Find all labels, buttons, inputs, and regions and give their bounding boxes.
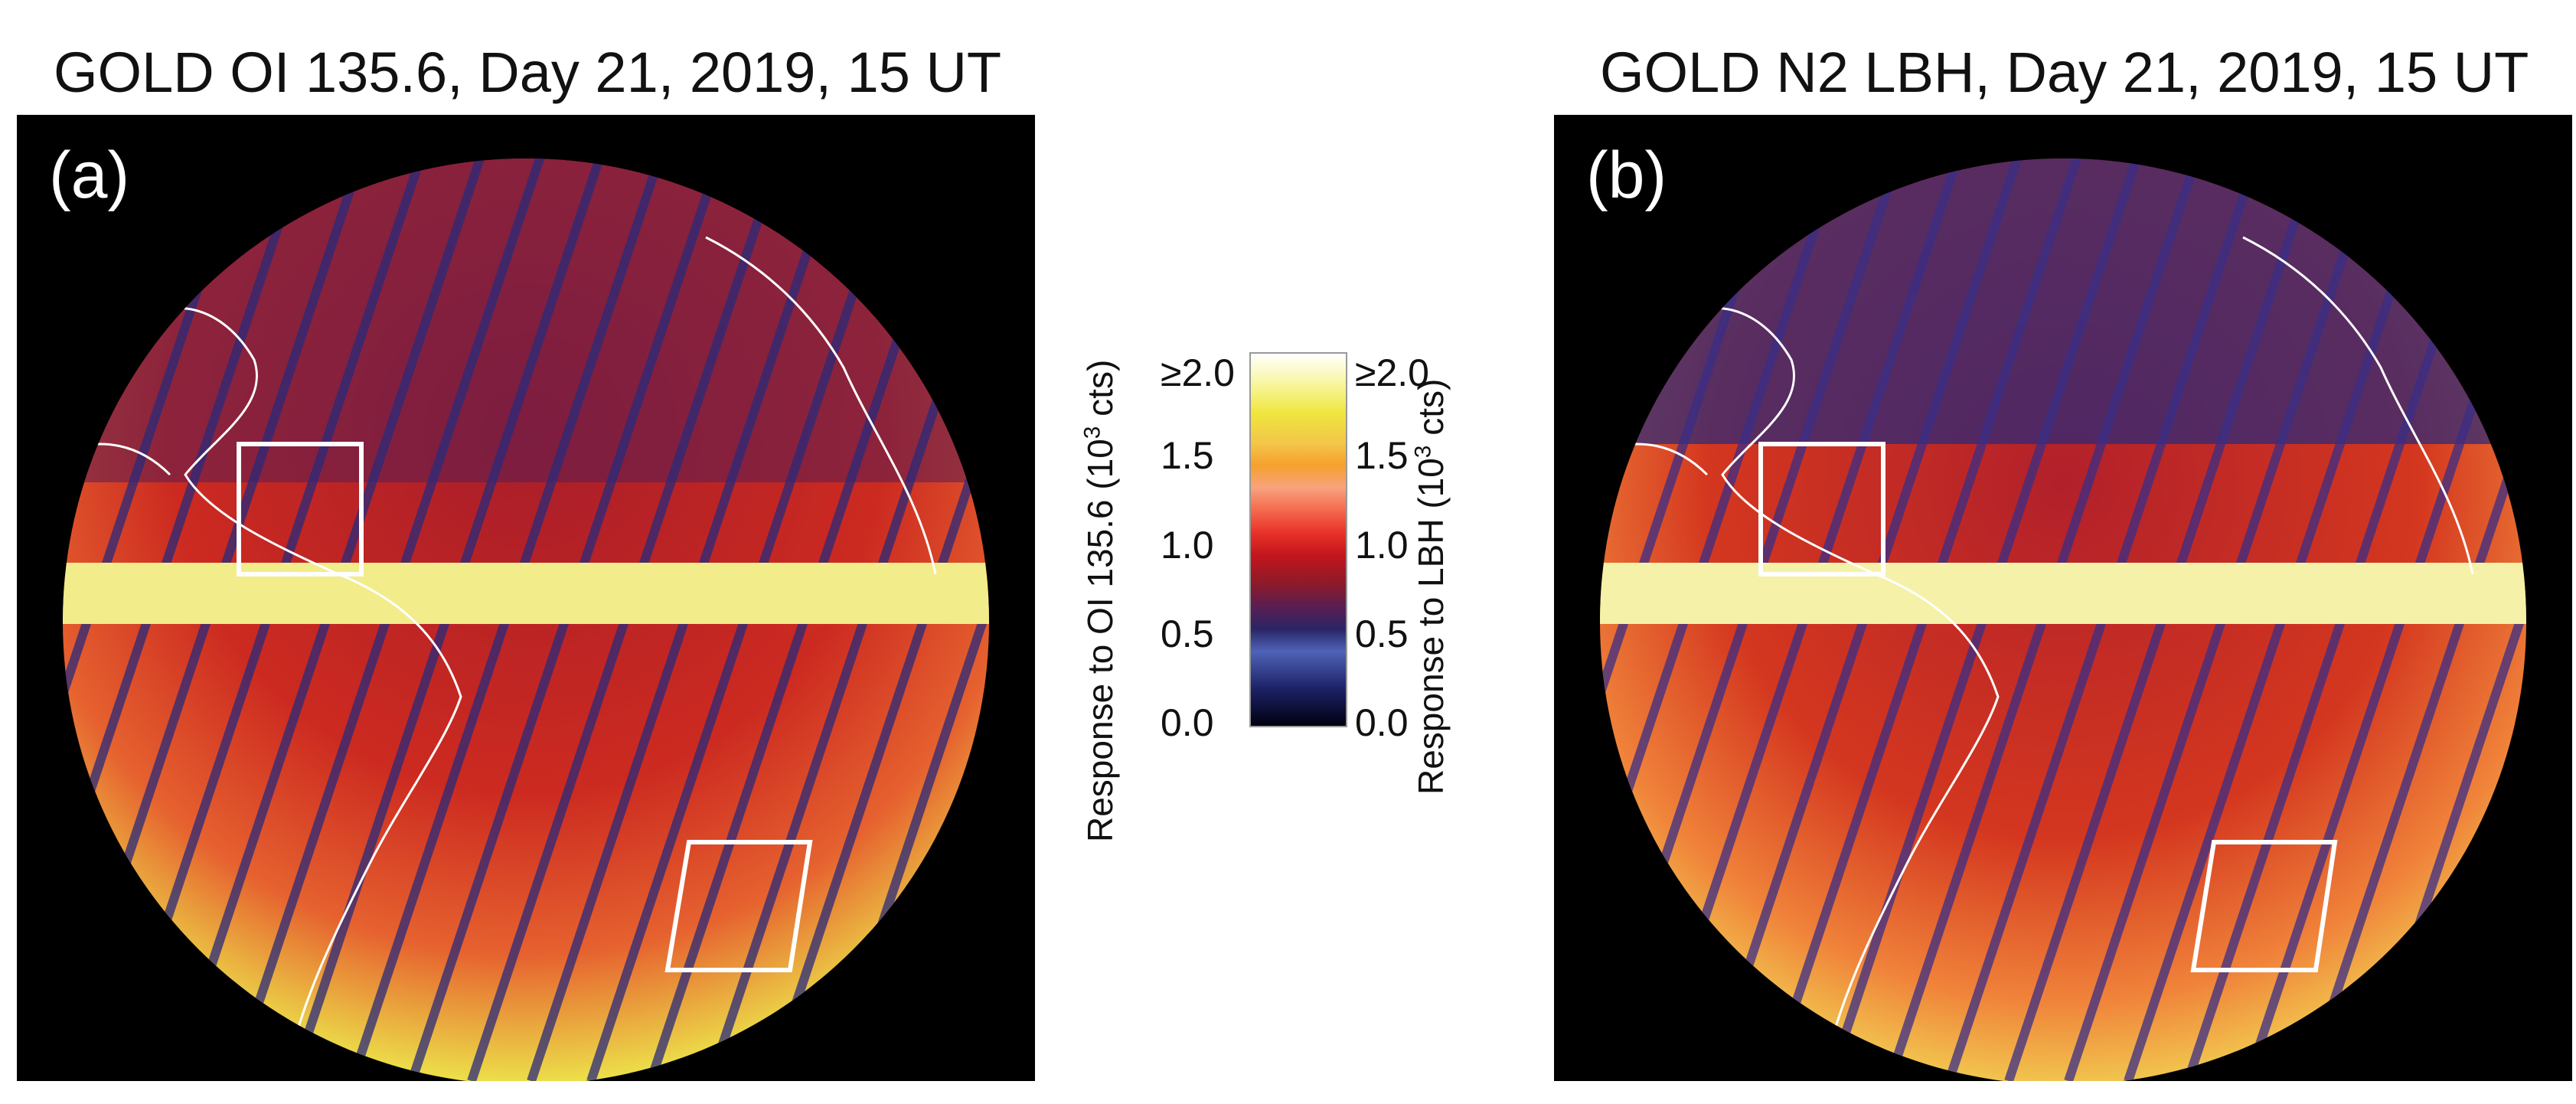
panel-a-label: (a) [49,139,130,212]
cb-tick-left-4: 0.0 [1161,701,1214,744]
northern-dark-region [63,158,989,482]
cb-tick-left-3: 0.5 [1161,612,1214,655]
panel-b-title: GOLD N2 LBH, Day 21, 2019, 15 UT [1600,41,2529,104]
panel-a-map: (a) [17,115,1035,1081]
panel-b-svg [1600,158,2526,1081]
cb-tick-right-2: 1.0 [1355,524,1409,567]
colorbar-gradient [1249,352,1347,727]
panel-a-title: GOLD OI 135.6, Day 21, 2019, 15 UT [54,41,1002,104]
colorbar-right-label: Response to LBH (103 cts) [1410,378,1451,795]
box-south-atlantic [664,840,813,972]
cb-tick-right-4: 0.0 [1355,701,1409,744]
cb-tick-left-2: 1.0 [1161,524,1214,567]
cb-tick-left-1: 1.5 [1161,434,1214,477]
cb-tick-right-1: 1.5 [1355,434,1409,477]
cb-tick-left-0: ≥2.0 [1161,351,1235,394]
box-caribbean [237,442,364,576]
colorbar: ≥2.0 1.5 1.0 0.5 0.0 ≥2.0 1.5 1.0 0.5 0.… [1087,351,1470,812]
cb-tick-right-3: 0.5 [1355,612,1409,655]
equatorial-band [1600,563,2526,624]
colorbar-left-label: Response to OI 135.6 (103 cts) [1079,359,1120,842]
cb-tick-right-0: ≥2.0 [1355,351,1429,394]
box-south-atlantic [2190,840,2338,972]
panel-b-label: (b) [1586,139,1667,212]
panel-b-map: (b) [1554,115,2572,1081]
panel-a-svg [63,158,989,1081]
box-caribbean [1758,442,1885,576]
equatorial-band [63,563,989,624]
